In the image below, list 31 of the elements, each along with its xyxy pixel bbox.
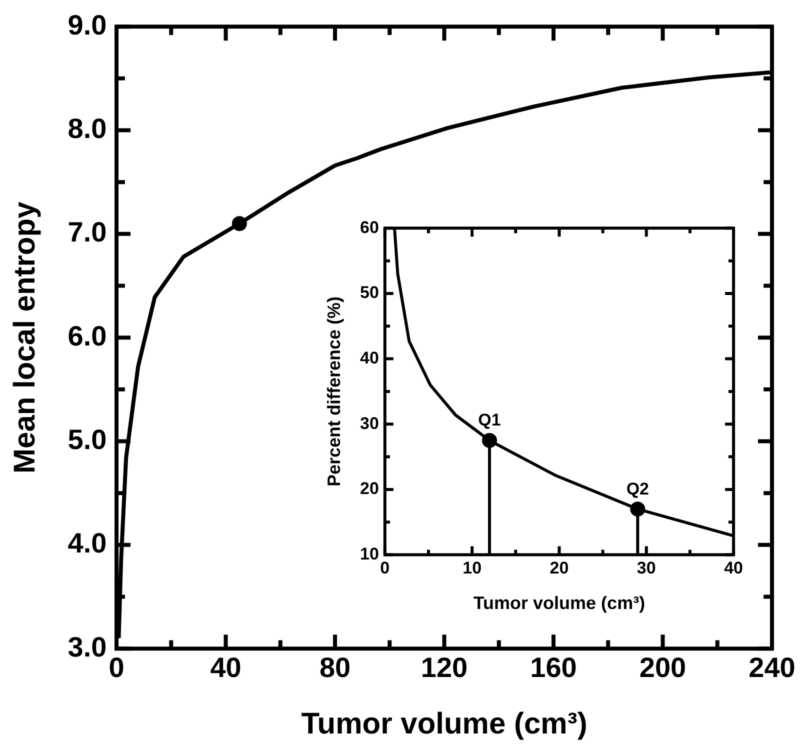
annotation: Q1 <box>478 410 501 430</box>
y-tick-label: 7.0 <box>68 216 107 248</box>
x-tick-label: 0 <box>380 558 390 578</box>
y-tick-label: 20 <box>360 479 379 498</box>
x-tick-label: 80 <box>319 652 351 684</box>
x-tick-label: 0 <box>108 652 124 684</box>
x-tick-label: 40 <box>210 652 242 684</box>
y-tick-label: 4.0 <box>68 528 107 559</box>
annotation: Q2 <box>626 479 650 498</box>
x-tick-label: 200 <box>639 652 686 684</box>
x-tick-label: 10 <box>462 558 482 578</box>
y-axis-title: Mean local entropy <box>8 201 42 474</box>
x-tick-label: 120 <box>420 652 468 684</box>
x-axis-title: Tumor volume (cm³) <box>301 707 588 740</box>
x-tick-label: 160 <box>530 652 577 684</box>
y-tick-label: 8.0 <box>68 112 107 144</box>
x-tick-label: 30 <box>636 558 656 578</box>
y-tick-label: 50 <box>360 283 379 302</box>
x-tick-label: 240 <box>748 652 796 684</box>
y-tick-label: 60 <box>360 218 379 237</box>
y-tick-label: 40 <box>360 348 379 368</box>
y-tick-label: 3.0 <box>68 631 107 662</box>
y-tick-label: 30 <box>360 414 379 433</box>
y-axis-title: Percent difference (%) <box>324 296 344 487</box>
x-axis-title: Tumor volume (cm³) <box>473 593 646 614</box>
x-tick-label: 20 <box>550 558 569 578</box>
y-tick-label: 5.0 <box>68 424 107 455</box>
y-tick-label: 10 <box>360 544 379 564</box>
x-tick-label: 40 <box>724 558 744 578</box>
y-tick-label: 6.0 <box>68 320 107 352</box>
y-tick-label: 9.0 <box>68 9 107 40</box>
